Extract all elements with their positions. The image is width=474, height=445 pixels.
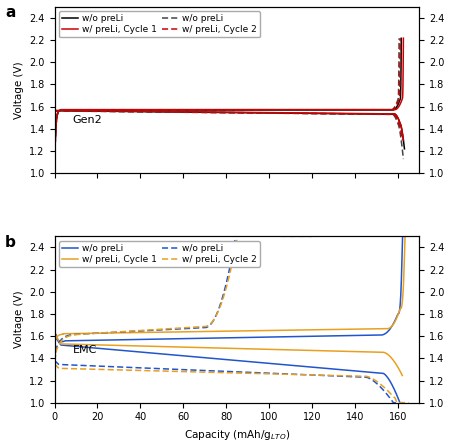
Text: EMC: EMC (73, 345, 97, 355)
Legend: w/o preLi, w/ preLi, Cycle 1, w/o preLi, w/ preLi, Cycle 2: w/o preLi, w/ preLi, Cycle 1, w/o preLi,… (59, 241, 260, 267)
Text: a: a (5, 5, 16, 20)
Y-axis label: Voltage (V): Voltage (V) (14, 291, 24, 348)
Y-axis label: Voltage (V): Voltage (V) (14, 61, 24, 119)
X-axis label: Capacity (mAh/g$_{LTO}$): Capacity (mAh/g$_{LTO}$) (184, 428, 290, 442)
Text: Gen2: Gen2 (73, 115, 102, 125)
Text: b: b (5, 235, 16, 250)
Legend: w/o preLi, w/ preLi, Cycle 1, w/o preLi, w/ preLi, Cycle 2: w/o preLi, w/ preLi, Cycle 1, w/o preLi,… (59, 11, 260, 37)
